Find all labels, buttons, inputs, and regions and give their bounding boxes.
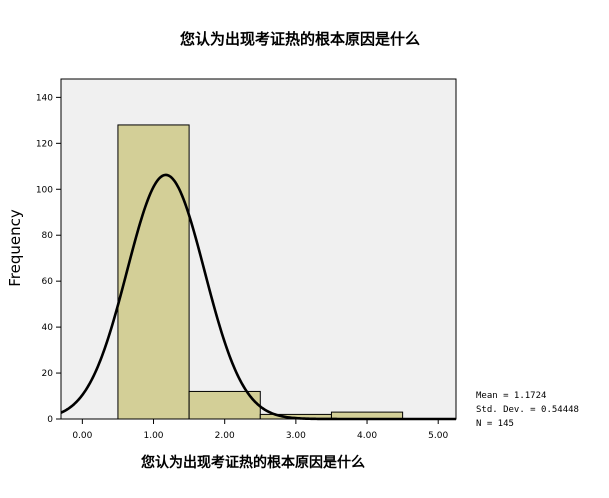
x-axis-label: 您认为出现考证热的根本原因是什么 [141, 454, 365, 471]
y-tick-label: 60 [42, 277, 54, 287]
stat-std-dev: Std. Dev. = 0.54448 [476, 405, 579, 415]
y-tick-label: 140 [36, 93, 53, 103]
y-tick-label: 20 [42, 369, 54, 379]
y-tick-label: 40 [42, 323, 54, 333]
y-axis-label: Frequency [6, 209, 24, 287]
y-tick-label: 0 [47, 415, 53, 425]
stat-mean: Mean = 1.1724 [476, 391, 547, 401]
summary-statistics: Mean = 1.1724 Std. Dev. = 0.54448 N = 14… [476, 389, 579, 431]
x-tick-label: 2.00 [215, 431, 235, 441]
chart-title: 您认为出现考证热的根本原因是什么 [179, 30, 420, 48]
stat-n: N = 145 [476, 419, 514, 429]
x-tick-label: 5.00 [428, 431, 448, 441]
x-tick-label: 3.00 [286, 431, 306, 441]
x-tick-label: 1.00 [143, 431, 163, 441]
y-tick-label: 80 [42, 231, 54, 241]
x-tick-label: 0.00 [72, 431, 92, 441]
histogram-bar-1 [117, 124, 190, 420]
y-tick-label: 100 [36, 185, 53, 195]
normal-curve [60, 173, 456, 421]
y-tick-label: 120 [36, 139, 53, 149]
x-tick-label: 4.00 [357, 431, 377, 441]
